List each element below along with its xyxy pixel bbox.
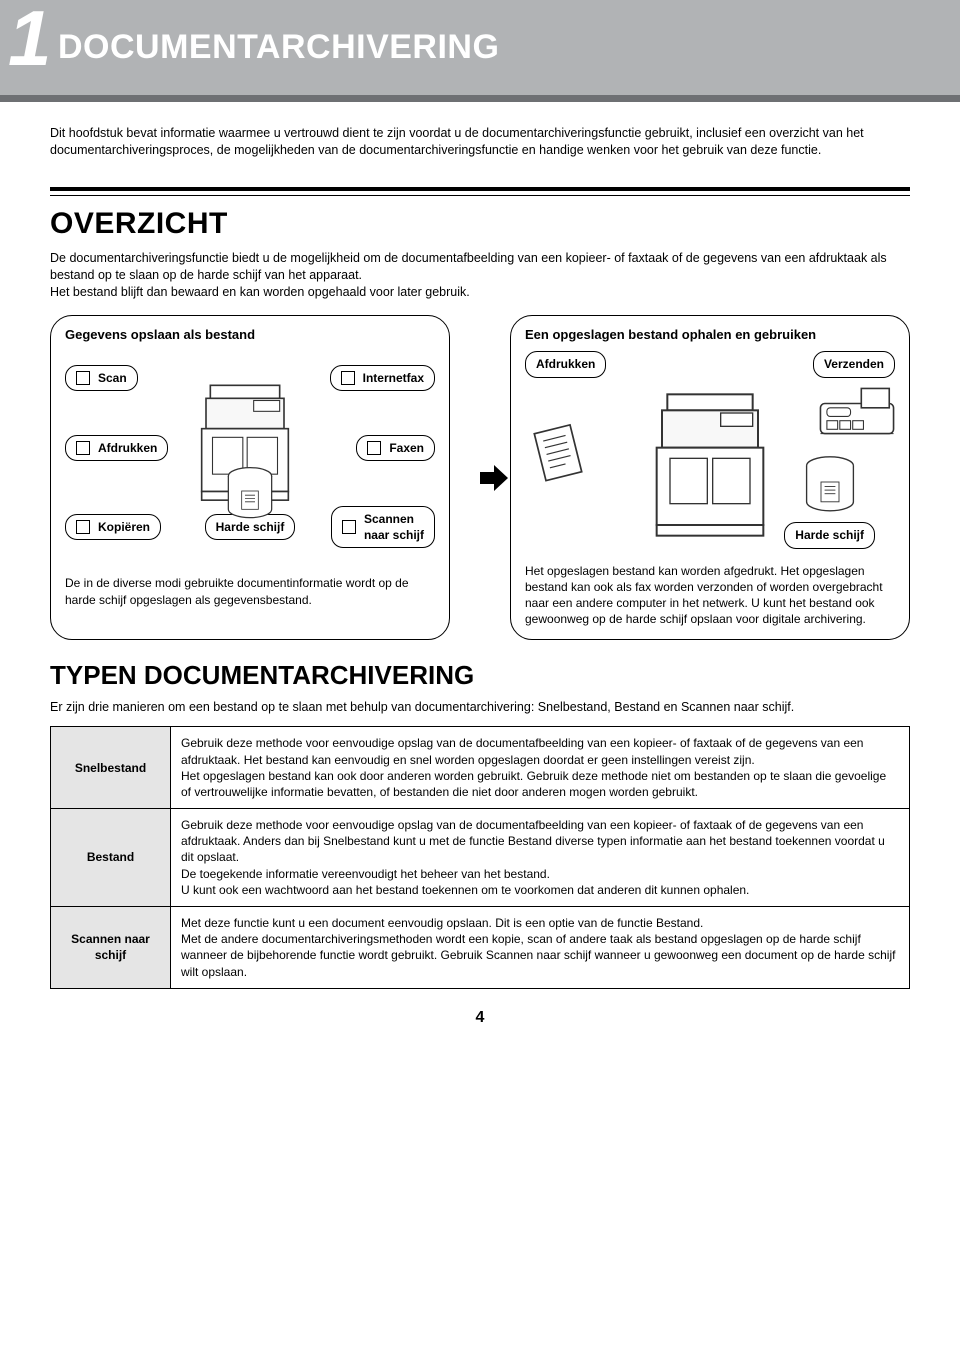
panel-retrieve: Een opgeslagen bestand ophalen en gebrui… xyxy=(510,315,910,640)
node-internetfax: Internetfax xyxy=(330,365,435,391)
chapter-header: 1 DOCUMENTARCHIVERING xyxy=(0,0,960,95)
page-number: 4 xyxy=(50,1007,910,1029)
node-scan-label: Scan xyxy=(98,370,127,386)
overzicht-rule xyxy=(50,187,910,196)
overzicht-body: De documentarchiveringsfunctie biedt u d… xyxy=(50,250,910,301)
table-row: Scannen naar schijf Met deze functie kun… xyxy=(51,907,910,989)
arrow-icon xyxy=(480,465,508,491)
node-internetfax-label: Internetfax xyxy=(363,370,424,386)
type-desc-1: Gebruik deze methode voor eenvoudige ops… xyxy=(171,809,910,907)
node-harde-schijf-right-label: Harde schijf xyxy=(795,527,864,543)
node-scan: Scan xyxy=(65,365,138,391)
node-faxen: Faxen xyxy=(356,435,435,461)
panel-save: Gegevens opslaan als bestand Scan Intern… xyxy=(50,315,450,640)
node-afdrukken: Afdrukken xyxy=(65,435,168,461)
node-harde-schijf-right: Harde schijf xyxy=(784,522,875,548)
scan-to-disk-icon xyxy=(342,520,356,534)
type-name-2: Scannen naar schijf xyxy=(51,907,171,989)
mfp-illustration-right: Harde schijf xyxy=(525,384,895,549)
fax-icon xyxy=(367,441,381,455)
node-afdrukken-right: Afdrukken xyxy=(525,351,606,377)
node-scannen-naar-schijf: Scannen naar schijf xyxy=(331,506,435,548)
internetfax-icon xyxy=(341,371,355,385)
panel-save-caption: De in de diverse modi gebruikte document… xyxy=(65,575,435,607)
panel-retrieve-title: Een opgeslagen bestand ophalen en gebrui… xyxy=(525,326,895,344)
fax-device-icon xyxy=(814,382,900,441)
panel-save-title: Gegevens opslaan als bestand xyxy=(65,326,435,344)
type-name-1: Bestand xyxy=(51,809,171,907)
mfp-illustration-left xyxy=(190,381,310,531)
type-name-0: Snelbestand xyxy=(51,727,171,809)
node-scannen-l1: Scannen xyxy=(364,511,424,527)
node-verzenden: Verzenden xyxy=(813,351,895,377)
node-scannen-l2: naar schijf xyxy=(364,527,424,543)
typen-intro: Er zijn drie manieren om een bestand op … xyxy=(50,699,910,716)
scan-icon xyxy=(76,371,90,385)
node-afdrukken-right-label: Afdrukken xyxy=(536,356,595,372)
hdd-icon xyxy=(803,455,857,518)
copy-icon xyxy=(76,520,90,534)
print-icon xyxy=(76,441,90,455)
node-kopieren-label: Kopiëren xyxy=(98,519,150,535)
type-desc-2: Met deze functie kunt u een document een… xyxy=(171,907,910,989)
node-afdrukken-label: Afdrukken xyxy=(98,440,157,456)
intro-paragraph: Dit hoofdstuk bevat informatie waarmee u… xyxy=(50,125,910,159)
document-icon xyxy=(529,419,588,486)
type-desc-0: Gebruik deze methode voor eenvoudige ops… xyxy=(171,727,910,809)
node-kopieren: Kopiëren xyxy=(65,514,161,540)
typen-heading: TYPEN DOCUMENTARCHIVERING xyxy=(50,658,910,693)
overzicht-heading: OVERZICHT xyxy=(50,204,910,245)
table-row: Bestand Gebruik deze methode voor eenvou… xyxy=(51,809,910,907)
table-row: Snelbestand Gebruik deze methode voor ee… xyxy=(51,727,910,809)
types-table: Snelbestand Gebruik deze methode voor ee… xyxy=(50,726,910,988)
chapter-number: 1 xyxy=(0,11,58,66)
chapter-title: DOCUMENTARCHIVERING xyxy=(58,25,499,71)
node-faxen-label: Faxen xyxy=(389,440,424,456)
node-verzenden-label: Verzenden xyxy=(824,356,884,372)
panel-retrieve-caption: Het opgeslagen bestand kan worden afgedr… xyxy=(525,563,895,628)
